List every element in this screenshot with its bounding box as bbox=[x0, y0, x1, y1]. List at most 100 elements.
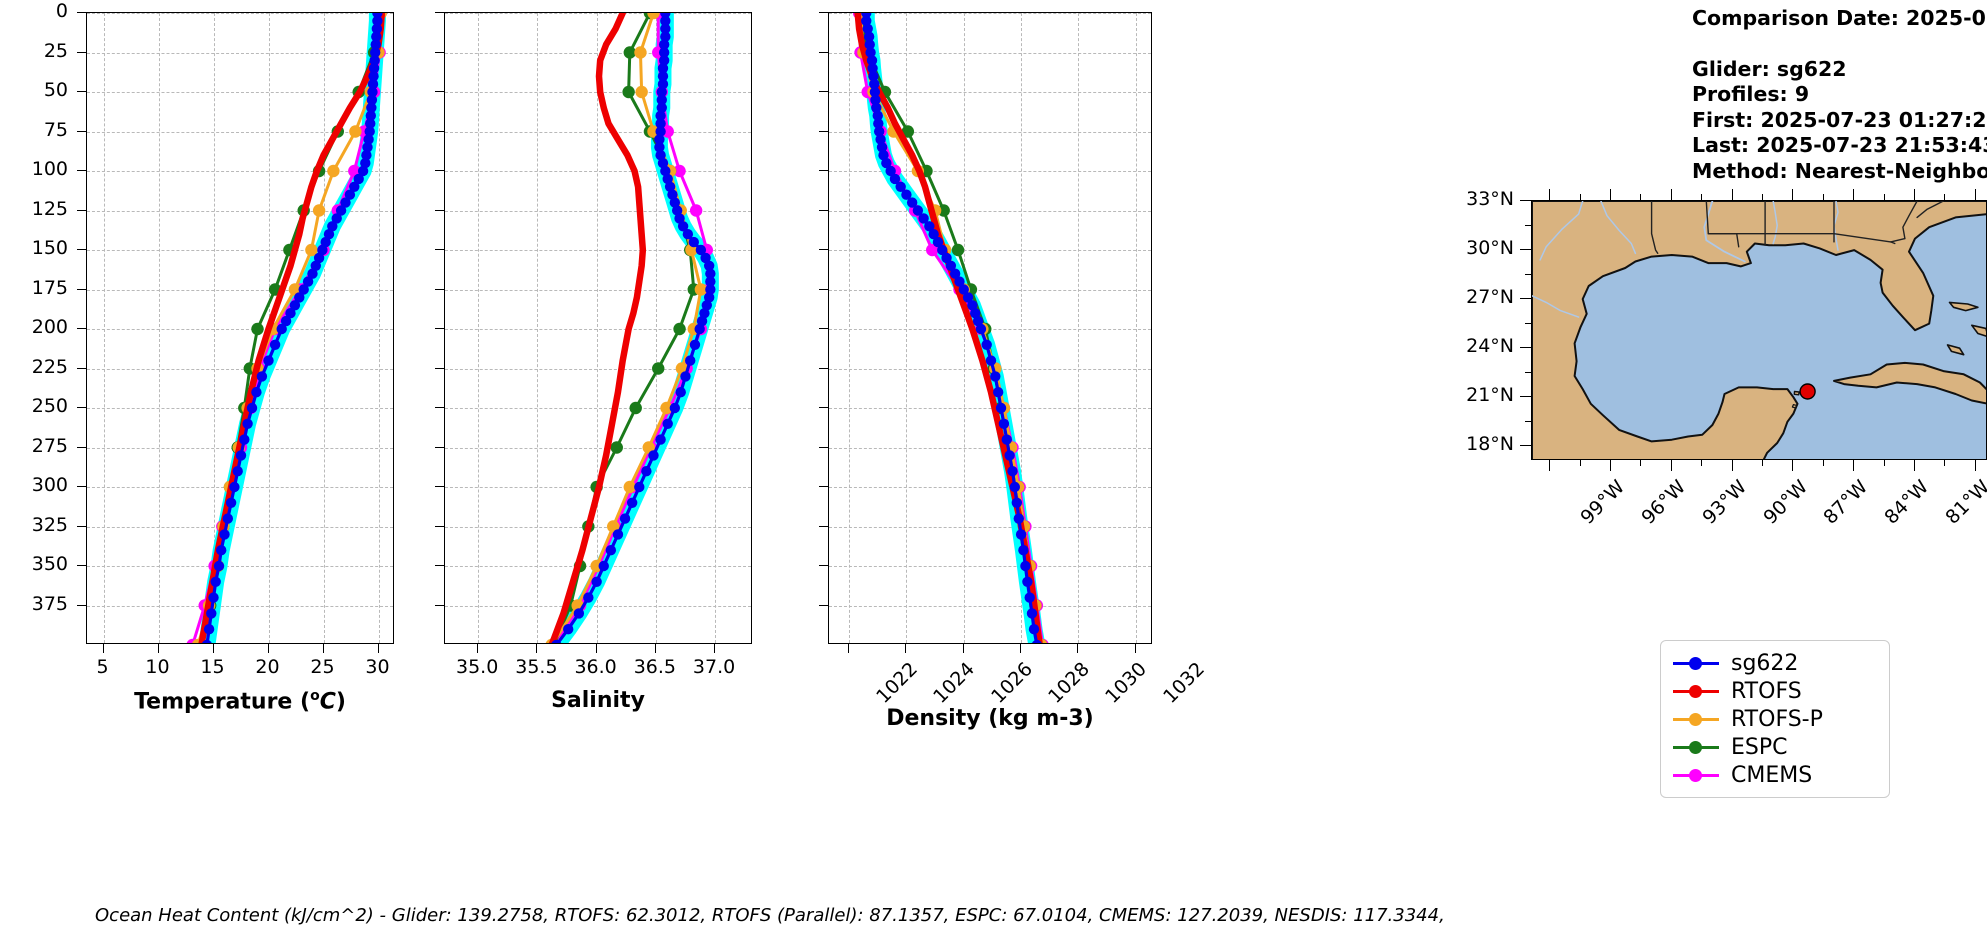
gridline-horizontal bbox=[445, 447, 751, 449]
map-lon-tick-top-minor bbox=[1701, 194, 1703, 200]
glider-uncertainty-halo bbox=[857, 13, 1046, 643]
y-tick-label: 200 bbox=[31, 316, 68, 338]
series-marker-sg622 bbox=[371, 23, 383, 34]
gridline-horizontal bbox=[445, 329, 751, 330]
y-tick-mark bbox=[77, 486, 86, 487]
series-marker-sg622 bbox=[235, 450, 247, 461]
series-marker-sg622 bbox=[660, 15, 671, 27]
series-marker-sg622 bbox=[705, 268, 716, 279]
y-tick-label: 375 bbox=[31, 592, 68, 615]
series-marker-sg622 bbox=[699, 308, 710, 319]
series-marker-sg622 bbox=[871, 102, 882, 114]
y-tick-label: 350 bbox=[31, 553, 68, 575]
series-marker-sg622 bbox=[657, 157, 669, 169]
gridline-vertical bbox=[213, 13, 215, 643]
legend-item-espc[interactable]: ESPC bbox=[1673, 733, 1875, 761]
series-marker-sg622 bbox=[591, 576, 602, 587]
series-plot-density bbox=[852, 13, 1049, 643]
series-marker-sg622 bbox=[294, 292, 305, 303]
series-marker-sg622 bbox=[869, 78, 880, 90]
legend-item-sg622[interactable]: sg622 bbox=[1673, 649, 1875, 677]
location-map[interactable] bbox=[1531, 200, 1987, 460]
legend-swatch-cmems bbox=[1673, 766, 1719, 784]
y-tick-mark bbox=[435, 604, 444, 606]
legend-item-rtofs-p[interactable]: RTOFS-P bbox=[1673, 705, 1875, 733]
y-tick-mark bbox=[77, 328, 86, 329]
gridline-horizontal bbox=[87, 368, 393, 370]
method-text: Method: Nearest-Neighbor bbox=[1692, 158, 1987, 183]
series-marker-sg622 bbox=[361, 150, 372, 161]
series-marker-sg622 bbox=[208, 592, 219, 603]
series-marker-sg622 bbox=[954, 276, 965, 287]
series-marker-sg622 bbox=[1001, 434, 1012, 445]
series-marker-sg622 bbox=[870, 94, 881, 106]
y-tick-mark bbox=[819, 604, 828, 606]
gridline-horizontal bbox=[87, 250, 393, 251]
series-marker-sg622 bbox=[680, 371, 691, 382]
series-marker-sg622 bbox=[703, 260, 715, 271]
series-marker-sg622 bbox=[655, 110, 666, 121]
map-lon-tick bbox=[1670, 460, 1672, 471]
series-marker-sg622 bbox=[203, 624, 215, 635]
legend-item-cmems[interactable]: CMEMS bbox=[1673, 761, 1875, 789]
series-marker-sg622 bbox=[655, 118, 666, 129]
river-rio-grande bbox=[1532, 295, 1580, 318]
series-marker-sg622 bbox=[634, 481, 645, 493]
series-marker-sg622 bbox=[688, 236, 699, 248]
series-marker-rtofs-p bbox=[327, 164, 340, 178]
gridline-horizontal bbox=[445, 210, 751, 212]
plot-salinity[interactable] bbox=[444, 12, 752, 644]
series-marker-sg622 bbox=[1015, 529, 1027, 540]
plot-density[interactable] bbox=[828, 12, 1152, 644]
series-marker-sg622 bbox=[298, 284, 309, 295]
series-marker-sg622 bbox=[1004, 450, 1015, 461]
profiles-text: Profiles: 9 bbox=[1692, 82, 1810, 106]
series-marker-sg622 bbox=[873, 118, 884, 129]
series-marker-sg622 bbox=[654, 142, 665, 153]
y-tick-mark bbox=[819, 51, 828, 53]
series-marker-sg622 bbox=[981, 339, 992, 350]
north-america-landmass bbox=[1532, 201, 1986, 459]
series-marker-espc bbox=[623, 46, 636, 59]
series-marker-sg622 bbox=[251, 387, 262, 398]
glider-location-marker[interactable] bbox=[1799, 383, 1816, 400]
map-lon-tick-top bbox=[1974, 189, 1976, 200]
series-marker-sg622 bbox=[648, 450, 659, 461]
x-tick-label: 1032 bbox=[1158, 658, 1209, 708]
series-marker-sg622 bbox=[873, 126, 885, 137]
x-tick-mark bbox=[1077, 644, 1079, 653]
series-marker-rtofs-p bbox=[647, 13, 660, 20]
map-lon-tick-top-minor bbox=[1883, 194, 1885, 200]
gridline-horizontal bbox=[445, 289, 751, 291]
series-marker-sg622 bbox=[573, 608, 585, 619]
x-tick-label: 25 bbox=[310, 656, 335, 678]
map-lon-tick bbox=[1549, 460, 1551, 471]
map-lon-tick bbox=[1853, 460, 1855, 471]
series-marker-sg622 bbox=[660, 31, 671, 42]
series-marker-sg622 bbox=[878, 150, 889, 161]
series-marker-sg622 bbox=[219, 529, 230, 540]
legend-item-rtofs[interactable]: RTOFS bbox=[1673, 677, 1875, 705]
state-boundary-0 bbox=[1650, 201, 1659, 254]
series-marker-sg622 bbox=[598, 560, 609, 572]
plot-temperature[interactable] bbox=[86, 12, 394, 644]
series-marker-sg622 bbox=[924, 221, 935, 232]
gridline-horizontal bbox=[87, 210, 393, 212]
series-marker-sg622 bbox=[674, 213, 685, 224]
series-marker-sg622 bbox=[551, 639, 562, 643]
series-marker-sg622 bbox=[945, 260, 957, 271]
series-legend[interactable]: sg622 RTOFS RTOFS-P ESPC CMEMS bbox=[1660, 640, 1890, 798]
series-marker-sg622 bbox=[970, 308, 981, 319]
gridline-horizontal bbox=[87, 92, 393, 93]
gridline-horizontal bbox=[829, 487, 1151, 488]
series-marker-sg622 bbox=[885, 165, 896, 177]
series-marker-sg622 bbox=[1007, 466, 1018, 477]
gridline-horizontal bbox=[829, 566, 1151, 567]
series-marker-sg622 bbox=[941, 252, 952, 264]
y-tick-label: 25 bbox=[43, 39, 68, 62]
series-marker-sg622 bbox=[232, 466, 243, 477]
x-tick-mark bbox=[212, 644, 214, 653]
gridline-horizontal bbox=[445, 52, 751, 54]
y-tick-mark bbox=[435, 288, 444, 290]
map-lat-label: 27°N bbox=[1466, 286, 1514, 309]
